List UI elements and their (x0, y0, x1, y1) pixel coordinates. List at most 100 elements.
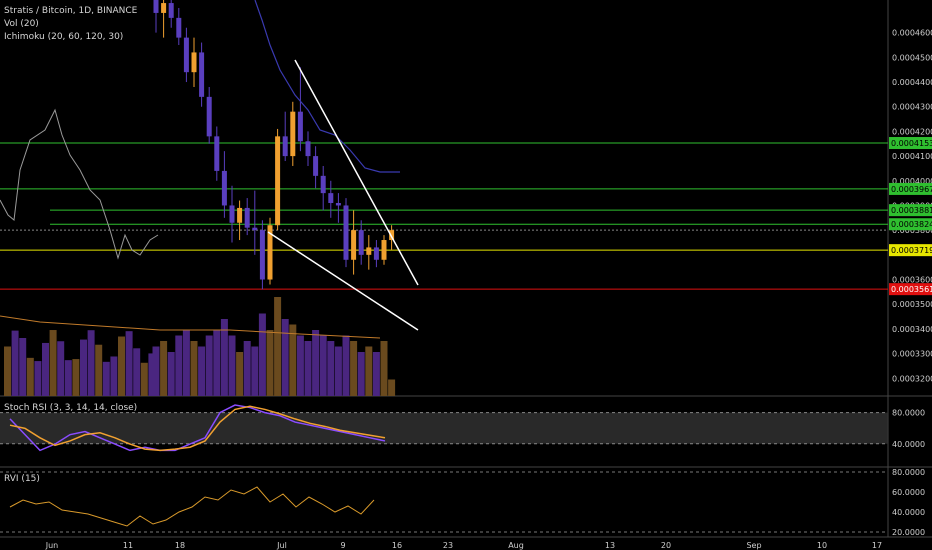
volume-bar (213, 330, 221, 396)
candle-body (206, 96, 212, 137)
price-tick-label: 0.0004600 (892, 29, 932, 38)
price-tick-label: 0.0004000 (892, 177, 932, 186)
volume-bar (372, 352, 380, 396)
trendline-upper (294, 59, 419, 286)
volume-bar (312, 330, 320, 396)
candle-body (366, 247, 372, 255)
candle-body (282, 136, 288, 157)
volume-bar (95, 344, 103, 396)
candle-body (161, 3, 167, 13)
candle-body (191, 52, 197, 73)
candle-body (313, 156, 319, 176)
time-tick-label: 9 (340, 541, 345, 550)
volume-bar (380, 341, 388, 396)
volume-bar (281, 319, 289, 396)
candle-body (214, 136, 220, 171)
price-marker-label: 0.0003881 (891, 206, 932, 215)
volume-bar (152, 346, 160, 396)
candle-body (381, 240, 387, 260)
price-tick-label: 0.0003200 (892, 374, 932, 383)
candle-body (176, 17, 182, 38)
volume-bar (236, 352, 244, 396)
volume-bar (167, 352, 175, 396)
volume-bar (304, 341, 312, 396)
candle-body (389, 230, 395, 241)
candle-body (351, 230, 357, 260)
volume-bar (4, 346, 11, 396)
candle-body (183, 37, 189, 73)
volume-bar (350, 341, 358, 396)
volume-bar (148, 353, 156, 396)
candle-body (237, 207, 243, 223)
price-tick-label: 0.0004400 (892, 78, 932, 87)
candle-body (153, 0, 159, 13)
price-marker-label: 0.0003967 (891, 185, 932, 194)
volume-bar (133, 348, 141, 396)
candle-body (335, 203, 341, 206)
time-tick-label: 23 (443, 541, 453, 550)
candle-body (305, 141, 311, 157)
time-tick-label: 11 (123, 541, 133, 550)
price-marker-label: 0.0004153 (891, 139, 932, 148)
candle-body (168, 3, 174, 18)
volume-bar (182, 330, 190, 396)
volume-bar (64, 360, 72, 396)
rvi-tick-label: 40.0000 (892, 508, 925, 517)
stoch-tick-label: 40.0000 (892, 440, 925, 449)
price-tick-label: 0.0004300 (892, 103, 932, 112)
volume-bar (319, 335, 327, 396)
candle-body (343, 205, 349, 260)
rvi-line (9, 486, 375, 527)
volume-bar (175, 335, 183, 396)
volume-bar (198, 346, 206, 396)
candle-body (259, 230, 265, 280)
rvi-tick-label: 80.0000 (892, 468, 925, 477)
candle-body (358, 230, 364, 255)
price-tick-label: 0.0003600 (892, 276, 932, 285)
ichimoku-lagging-line (0, 108, 159, 260)
stoch-d-line (9, 405, 386, 452)
volume-bar (140, 362, 148, 396)
volume-bar (388, 379, 396, 396)
price-marker-badge (889, 244, 932, 257)
stoch-band (0, 412, 888, 444)
time-tick-label: Sep (746, 541, 761, 550)
time-tick-label: 17 (872, 541, 882, 550)
volume-bar (334, 346, 342, 396)
volume-bar (125, 331, 133, 396)
candle-body (244, 207, 250, 228)
volume-bar (87, 330, 95, 396)
volume-bar (72, 359, 80, 396)
price-tick-label: 0.0004100 (892, 152, 932, 161)
candle-body (267, 225, 273, 280)
price-marker-badge (889, 137, 932, 150)
time-tick-label: Jul (276, 541, 287, 550)
chart-title: Stratis / Bitcoin, 1D, BINANCE (4, 6, 138, 16)
volume-bar (42, 342, 49, 396)
volume-bar (220, 319, 228, 396)
price-tick-label: 0.0004200 (892, 127, 932, 136)
time-tick-label: 16 (392, 541, 402, 550)
ichimoku-legend: Ichimoku (20, 60, 120, 30) (4, 32, 124, 42)
candle-body (229, 205, 235, 223)
price-marker-label: 0.0003719 (891, 246, 932, 255)
volume-bar (342, 335, 350, 396)
price-marker-label: 0.0003561 (891, 285, 932, 294)
candle-body (320, 175, 326, 194)
volume-bar (274, 297, 282, 396)
ichimoku-base-line (254, 0, 400, 173)
stoch-tick-label: 80.0000 (892, 409, 925, 418)
volume-bar (251, 346, 259, 396)
volume-bar (26, 357, 34, 396)
time-tick-label: 13 (605, 541, 615, 550)
volume-bar (110, 356, 118, 396)
stoch-k-line (9, 404, 386, 452)
stoch-rsi-legend: Stoch RSI (3, 3, 14, 14, close) (4, 403, 138, 413)
volume-bar (57, 341, 65, 396)
rvi-legend: RVI (15) (4, 474, 40, 484)
price-tick-label: 0.0003300 (892, 350, 932, 359)
volume-bar (11, 330, 19, 396)
volume-bar (289, 324, 297, 396)
volume-bar (102, 361, 110, 396)
